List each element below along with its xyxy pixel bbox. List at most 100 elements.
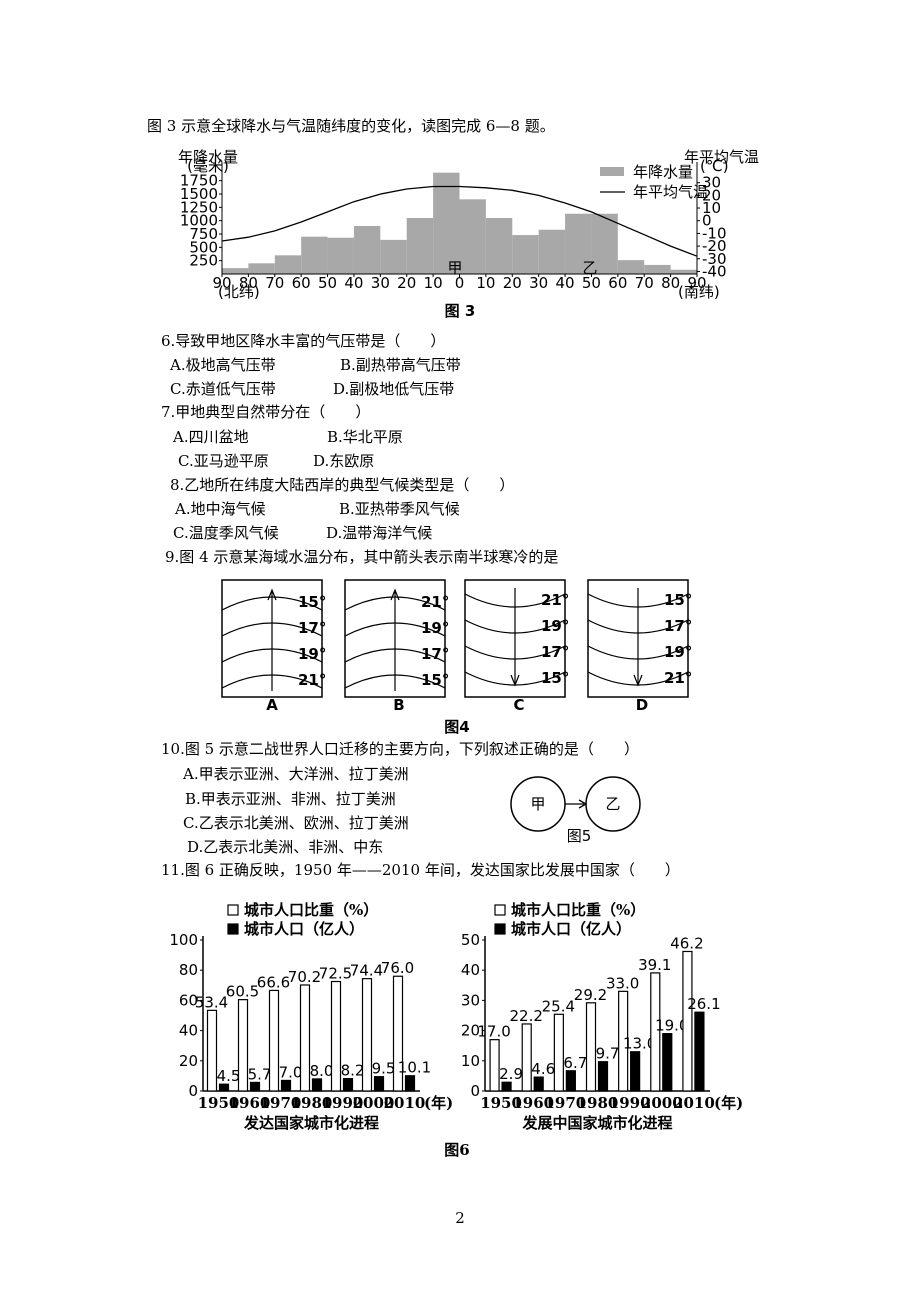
intro: 图 3 示意全球降水与气温随纬度的变化，读图完成 6—8 题。 [147,117,555,135]
precip-bar [433,172,460,274]
bar [682,950,693,1092]
page-number: 2 [455,1209,465,1227]
bar [280,1079,292,1092]
bar [299,984,311,1092]
value-label: 46.2 [670,934,703,952]
question-stem: 7.甲地典型自然带分在（ ） [161,403,370,421]
question-stem: 8.乙地所在纬度大陆西岸的典型气候类型是（ ） [170,476,514,494]
y2-tick-label: -30 [702,250,727,268]
isotherm-label: 15° [421,671,449,689]
question-option: D.乙表示北美洲、非洲、中东 [187,838,383,856]
value-label: 17.0 [477,1023,510,1041]
y-tick-label: 20 [461,1022,480,1040]
x-tick-label: 40 [344,274,363,292]
figure-caption: 图 3 [445,302,476,320]
x-tick-label: 1980 [577,1094,619,1112]
question-option: A.地中海气候 [174,500,266,518]
x-tick-label: 1970 [544,1094,586,1112]
bar [342,1078,354,1092]
x-unit: (年) [714,1094,743,1112]
y-tick-label: 1250 [180,198,218,216]
y-tick-label: 60 [179,991,198,1009]
x-tick-label: 1980 [291,1094,333,1112]
bar [630,1051,641,1092]
y2-tick-label: 30 [702,174,721,192]
question-option: A.甲表示亚洲、大洋洲、拉丁美洲 [182,765,409,783]
question-option: B.华北平原 [327,428,403,446]
value-label: 13.0 [623,1035,656,1053]
question-stem: 9.图 4 示意某海域水温分布，其中箭头表示南半球寒冷的是 [165,548,558,566]
bar [268,989,280,1092]
question-option: C.亚马逊平原 [178,452,269,470]
y-tick-label: 30 [461,991,480,1009]
y2-label: (℃) [700,157,729,175]
legend-swatch [494,904,506,916]
bar [585,1002,597,1092]
x-tick-label: 1960 [229,1094,271,1112]
precip-bar [538,229,566,274]
question-option: D.温带海洋气候 [326,524,432,542]
isotherm-label: 17° [664,617,692,635]
precip-bar [301,236,328,274]
value-label: 4.5 [217,1067,241,1085]
y-tick-label: 1750 [180,172,218,190]
x-tick-label: 1950 [198,1094,240,1112]
precip-bar [327,237,354,274]
node-label: 甲 [530,795,545,813]
value-label: 2.9 [499,1065,523,1083]
bar [404,1075,416,1092]
x-tick-label: 80 [661,274,680,292]
value-label: 33.0 [606,974,639,992]
question-option: B.甲表示亚洲、非洲、拉丁美洲 [185,790,396,808]
question-option: C.乙表示北美洲、欧洲、拉丁美洲 [183,814,409,832]
question-option: D.副极地低气压带 [333,380,454,398]
value-label: 26.1 [687,995,720,1013]
bar [553,1013,564,1092]
bar [249,1081,261,1092]
y-label: 年降水量 [178,148,238,166]
isotherm-label: 21° [541,591,569,609]
value-label: 9.7 [596,1045,620,1063]
bar [533,1076,544,1092]
bar [361,978,373,1092]
isotherm-label: 17° [421,645,449,663]
bar [565,1070,576,1092]
x-tick-label: 70 [265,274,284,292]
bar [311,1078,323,1092]
panel-frame [344,579,446,698]
figure-caption: 图6 [444,1141,469,1159]
question-stem: 6.导致甲地区降水丰富的气压带是（ ） [161,332,445,350]
panel-letter: A [266,696,278,714]
bar [206,1009,218,1092]
x-unit: (年) [424,1094,453,1112]
bar [662,1033,673,1092]
temperature-line [221,185,698,257]
isotherm-label: 17° [298,619,326,637]
precip-bar [485,218,513,274]
arrow-head [510,674,520,687]
y-tick-label: 250 [189,252,218,270]
value-label: 70.2 [288,968,321,986]
value-label: 8.0 [310,1062,334,1080]
y-label: (毫米) [187,157,229,175]
value-label: 29.2 [574,986,607,1004]
bar [694,1011,705,1092]
y2-tick-label: 0 [702,212,712,230]
y-tick-label: 50 [461,931,480,949]
value-label: 5.7 [248,1065,272,1083]
x-tick-label: 10 [476,274,495,292]
y-tick-label: 1500 [180,185,218,203]
panel-frame [464,579,566,698]
x-tick-label: 80 [239,274,258,292]
bar [330,980,342,1092]
annotation: 乙 [582,259,597,277]
arrow-head [633,674,643,687]
y2-tick-label: 20 [702,186,721,204]
arrow-head [390,588,400,601]
y-tick-label: 0 [470,1082,480,1100]
panel-frame [587,579,689,698]
panel-frame [221,579,323,698]
value-label: 76.0 [381,959,414,977]
precip-bar [617,260,645,274]
